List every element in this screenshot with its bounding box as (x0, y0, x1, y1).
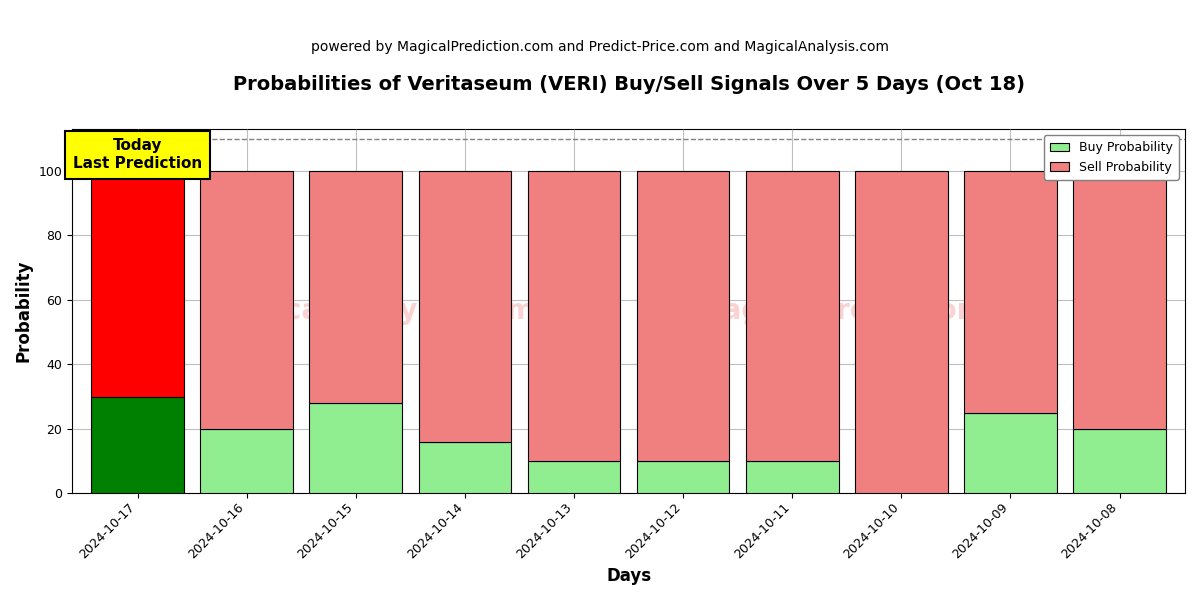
Bar (200, 429, 293, 493)
Bar (91, 397, 184, 493)
Text: Today
Last Prediction: Today Last Prediction (73, 139, 203, 171)
Text: MagicalAnalysis.com: MagicalAnalysis.com (210, 297, 535, 325)
Bar (419, 442, 511, 493)
Bar (964, 413, 1057, 493)
Y-axis label: Probability: Probability (16, 260, 34, 362)
Bar (746, 171, 839, 461)
Bar (528, 171, 620, 461)
Bar (637, 171, 730, 461)
Legend: Buy Probability, Sell Probability: Buy Probability, Sell Probability (1044, 135, 1178, 180)
Bar (746, 461, 839, 493)
Bar (1073, 171, 1166, 429)
X-axis label: Days: Days (606, 567, 652, 585)
Bar (637, 461, 730, 493)
Bar (854, 171, 948, 493)
Text: powered by MagicalPrediction.com and Predict-Price.com and MagicalAnalysis.com: powered by MagicalPrediction.com and Pre… (311, 40, 889, 54)
Bar (91, 171, 184, 397)
Bar (964, 171, 1057, 413)
Text: MagicalPrediction.com: MagicalPrediction.com (695, 297, 1051, 325)
Bar (310, 403, 402, 493)
Bar (419, 171, 511, 442)
Title: Probabilities of Veritaseum (VERI) Buy/Sell Signals Over 5 Days (Oct 18): Probabilities of Veritaseum (VERI) Buy/S… (233, 75, 1025, 94)
Bar (200, 171, 293, 429)
Bar (528, 461, 620, 493)
Bar (310, 171, 402, 403)
Bar (1073, 429, 1166, 493)
